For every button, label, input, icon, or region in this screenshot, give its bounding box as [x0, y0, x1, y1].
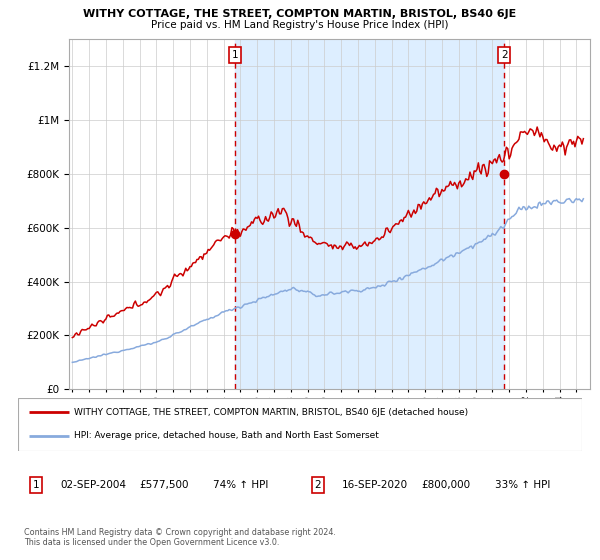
- Text: 02-SEP-2004: 02-SEP-2004: [60, 480, 127, 490]
- Text: 2: 2: [501, 50, 508, 60]
- Text: 16-SEP-2020: 16-SEP-2020: [342, 480, 409, 490]
- Text: £800,000: £800,000: [421, 480, 470, 490]
- FancyBboxPatch shape: [18, 398, 582, 451]
- Text: WITHY COTTAGE, THE STREET, COMPTON MARTIN, BRISTOL, BS40 6JE (detached house): WITHY COTTAGE, THE STREET, COMPTON MARTI…: [74, 408, 469, 417]
- Bar: [235, 39, 504, 389]
- Text: 2: 2: [315, 480, 322, 490]
- Text: HPI: Average price, detached house, Bath and North East Somerset: HPI: Average price, detached house, Bath…: [74, 431, 379, 440]
- Text: 74% ↑ HPI: 74% ↑ HPI: [212, 480, 268, 490]
- Text: 1: 1: [33, 480, 40, 490]
- Text: Price paid vs. HM Land Registry's House Price Index (HPI): Price paid vs. HM Land Registry's House …: [151, 20, 449, 30]
- Text: Contains HM Land Registry data © Crown copyright and database right 2024.
This d: Contains HM Land Registry data © Crown c…: [24, 528, 336, 547]
- Text: 1: 1: [232, 50, 238, 60]
- Text: £577,500: £577,500: [139, 480, 189, 490]
- Text: 33% ↑ HPI: 33% ↑ HPI: [494, 480, 550, 490]
- Text: WITHY COTTAGE, THE STREET, COMPTON MARTIN, BRISTOL, BS40 6JE: WITHY COTTAGE, THE STREET, COMPTON MARTI…: [83, 9, 517, 19]
